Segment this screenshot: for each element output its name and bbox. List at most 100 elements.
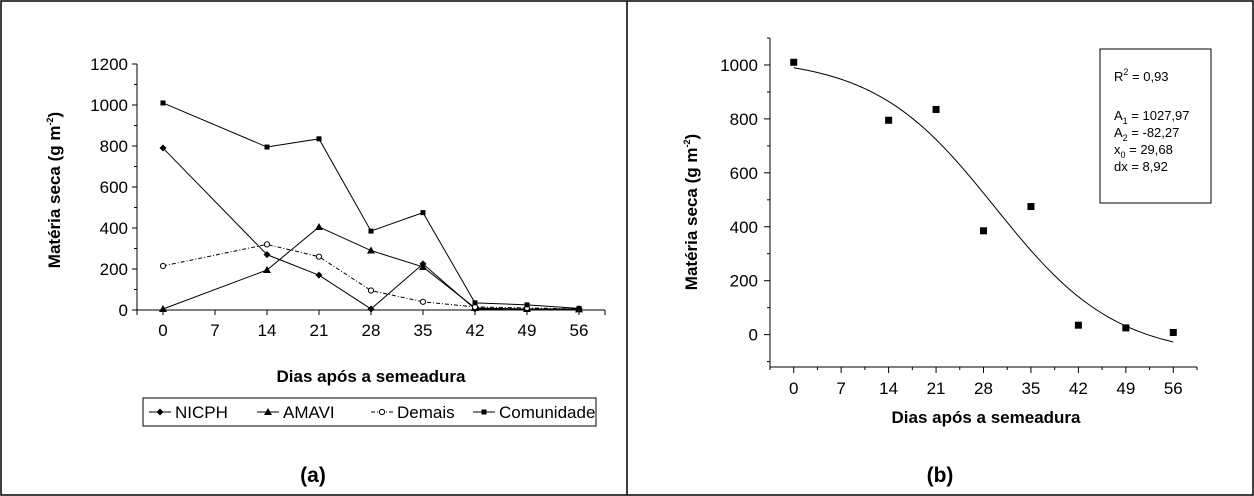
data-point: [159, 144, 167, 152]
legend-item-amavi: AMAVI: [257, 403, 335, 422]
x-tick-label: 42: [1069, 379, 1088, 398]
y-tick-label: 200: [100, 260, 128, 279]
data-point: [368, 228, 374, 234]
legend-swatch-marker: [264, 408, 272, 415]
y-tick-label: 1000: [90, 96, 128, 115]
x-tick-label: 7: [210, 321, 219, 340]
x-tick-label: 56: [1164, 379, 1183, 398]
chart-a-series: [159, 100, 583, 313]
y-tick-label: 600: [730, 164, 758, 183]
data-point: [316, 136, 322, 142]
chart-a-axes: 0 200 400 600 800 1000 1200 0 7 14 21 28 35 42 49 56: [90, 55, 606, 340]
legend-item-nicph: NICPH: [149, 403, 228, 422]
y-tick-label: 400: [730, 218, 758, 237]
x-tick-label: 49: [1116, 379, 1135, 398]
data-point: [420, 210, 426, 216]
fit-curve: [793, 67, 1174, 343]
chart-b-stats-box: R2 = 0,93 A1 = 1027,97 A2 = -82,27 x0 = …: [1099, 48, 1212, 204]
data-point: [1027, 203, 1035, 211]
y-tick-label: 0: [749, 326, 758, 345]
data-point: [315, 271, 323, 279]
data-point: [790, 58, 798, 66]
series-line: [162, 243, 580, 310]
chart-panel-b: 0 200 400 600 800 1000 0 7 14 21 28 35 42 49 56 Dias a…: [682, 37, 1212, 487]
series-line: [162, 226, 580, 310]
x-tick-label: 56: [570, 321, 589, 340]
legend-label: Comunidade: [499, 403, 595, 422]
legend-label: Demais: [397, 403, 455, 422]
data-point: [264, 144, 270, 150]
data-point: [160, 100, 166, 106]
data-point: [980, 227, 987, 235]
y-tick-label: 1000: [720, 56, 758, 75]
data-point: [576, 305, 582, 311]
y-tick-label: 200: [730, 272, 758, 291]
series-comunidade: [160, 100, 582, 311]
stat-dx: dx = 8,92: [1114, 159, 1168, 174]
series-line: [162, 102, 580, 309]
data-point: [1122, 324, 1130, 332]
legend-swatch-marker: [156, 408, 164, 416]
data-point: [263, 251, 271, 259]
data-point: [367, 246, 375, 254]
y-tick-label: 400: [100, 219, 128, 238]
data-point: [263, 266, 271, 274]
data-point: [367, 287, 375, 294]
chart-b-axes: 0 200 400 600 800 1000 0 7 14 21 28 35 42 49 56: [720, 37, 1198, 398]
data-point: [524, 302, 530, 308]
chart-a-x-axis-title: Dias após a semeadura: [277, 367, 467, 386]
stat-a1: A1 = 1027,97: [1114, 108, 1190, 126]
data-point: [1074, 321, 1082, 329]
x-tick-label: 21: [927, 379, 946, 398]
data-point: [315, 222, 323, 230]
legend-label: AMAVI: [283, 403, 335, 422]
legend-swatch-marker: [481, 409, 487, 415]
x-tick-label: 0: [158, 321, 167, 340]
x-tick-label: 0: [789, 379, 798, 398]
x-tick-label: 35: [414, 321, 433, 340]
stat-a2: A2 = -82,27: [1114, 125, 1179, 143]
data-point: [472, 300, 478, 306]
series-amavi: [159, 222, 583, 313]
series-line: [162, 147, 579, 310]
legend-item-demais: Demais: [371, 403, 455, 422]
stat-x0: x0 = 29,68: [1114, 142, 1173, 160]
data-point: [932, 105, 940, 113]
chart-b-y-axis-title: Matéria seca (g m-2): [682, 134, 701, 290]
legend-item-comunidade: Comunidade: [473, 403, 595, 422]
legend-label: NICPH: [175, 403, 228, 422]
chart-a-y-axis-title: Matéria seca (g m-2): [45, 112, 64, 268]
x-tick-label: 28: [974, 379, 993, 398]
x-tick-label: 14: [258, 321, 277, 340]
legend-frame: [142, 397, 597, 427]
data-point: [1169, 328, 1177, 336]
x-tick-label: 28: [362, 321, 381, 340]
data-point: [885, 116, 893, 124]
chart-b-x-axis-title: Dias após a semeadura: [892, 408, 1082, 427]
chart-b-series: [790, 58, 1177, 343]
x-tick-label: 21: [310, 321, 329, 340]
data-point: [419, 262, 427, 270]
chart-b-panel-label: (b): [927, 464, 954, 487]
stat-r2: R2 = 0,93: [1114, 67, 1169, 84]
legend-swatch-marker: [378, 408, 386, 416]
y-tick-label: 600: [100, 178, 128, 197]
data-point: [367, 305, 375, 313]
chart-a-legend: NICPH AMAVI Demais Comunidade: [142, 397, 597, 427]
x-tick-label: 35: [1021, 379, 1040, 398]
x-tick-label: 14: [879, 379, 898, 398]
x-tick-label: 7: [836, 379, 845, 398]
data-point: [315, 253, 323, 260]
series-nicph: [159, 144, 583, 313]
data-point: [263, 241, 271, 248]
x-tick-label: 49: [518, 321, 537, 340]
data-point: [159, 304, 167, 312]
data-point: [159, 262, 167, 270]
chart-panel-a: 0 200 400 600 800 1000 1200 0 7 14 21 28 35 42 49 56 Di…: [45, 55, 606, 487]
y-tick-label: 1200: [90, 55, 128, 74]
y-tick-label: 800: [100, 137, 128, 156]
chart-a-panel-label: (a): [300, 464, 326, 487]
stats-box-frame: [1099, 48, 1212, 204]
y-tick-label: 0: [119, 301, 128, 320]
